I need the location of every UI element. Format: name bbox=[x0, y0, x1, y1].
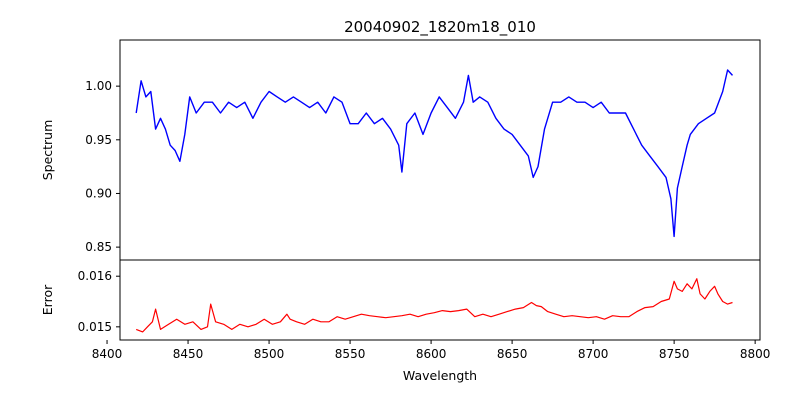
spectrum-panel: 0.85 0.90 0.95 1.00 Spectrum bbox=[40, 39, 761, 261]
x-tick-label: 8800 bbox=[740, 347, 771, 361]
x-tick-label: 8400 bbox=[92, 347, 123, 361]
x-axis-label: Wavelength bbox=[403, 368, 477, 383]
spectrum-y-tick-label: 0.95 bbox=[85, 133, 112, 147]
error-panel: 8400 8450 8500 8550 8600 8650 8700 8750 8800 0.0… bbox=[40, 259, 771, 361]
x-tick-label: 8700 bbox=[578, 347, 609, 361]
error-y-axis: 0.015 0.016 bbox=[78, 269, 120, 334]
x-tick-label: 8550 bbox=[335, 347, 366, 361]
x-tick-label: 8600 bbox=[416, 347, 447, 361]
x-tick-label: 8500 bbox=[254, 347, 285, 361]
x-tick-label: 8650 bbox=[497, 347, 528, 361]
chart-title: 20040902_1820m18_010 bbox=[344, 18, 536, 37]
spectrum-y-axis-label: Spectrum bbox=[40, 120, 55, 181]
error-axes-frame bbox=[119, 259, 761, 341]
spectrum-line bbox=[135, 69, 734, 238]
spectrum-y-axis: 0.85 0.90 0.95 1.00 bbox=[85, 79, 120, 254]
error-y-tick-label: 0.015 bbox=[78, 320, 112, 334]
error-line bbox=[135, 278, 733, 333]
spectrum-y-tick-label: 0.90 bbox=[85, 186, 112, 200]
x-tick-label: 8750 bbox=[659, 347, 690, 361]
spectrum-axes-frame bbox=[119, 39, 761, 261]
error-y-tick-label: 0.016 bbox=[78, 269, 112, 283]
error-x-axis: 8400 8450 8500 8550 8600 8650 8700 8750 8800 bbox=[92, 340, 771, 361]
spectrum-y-tick-label: 0.85 bbox=[85, 240, 112, 254]
spectrum-y-tick-label: 1.00 bbox=[85, 79, 112, 93]
error-y-axis-label: Error bbox=[40, 284, 55, 315]
x-tick-label: 8450 bbox=[173, 347, 204, 361]
